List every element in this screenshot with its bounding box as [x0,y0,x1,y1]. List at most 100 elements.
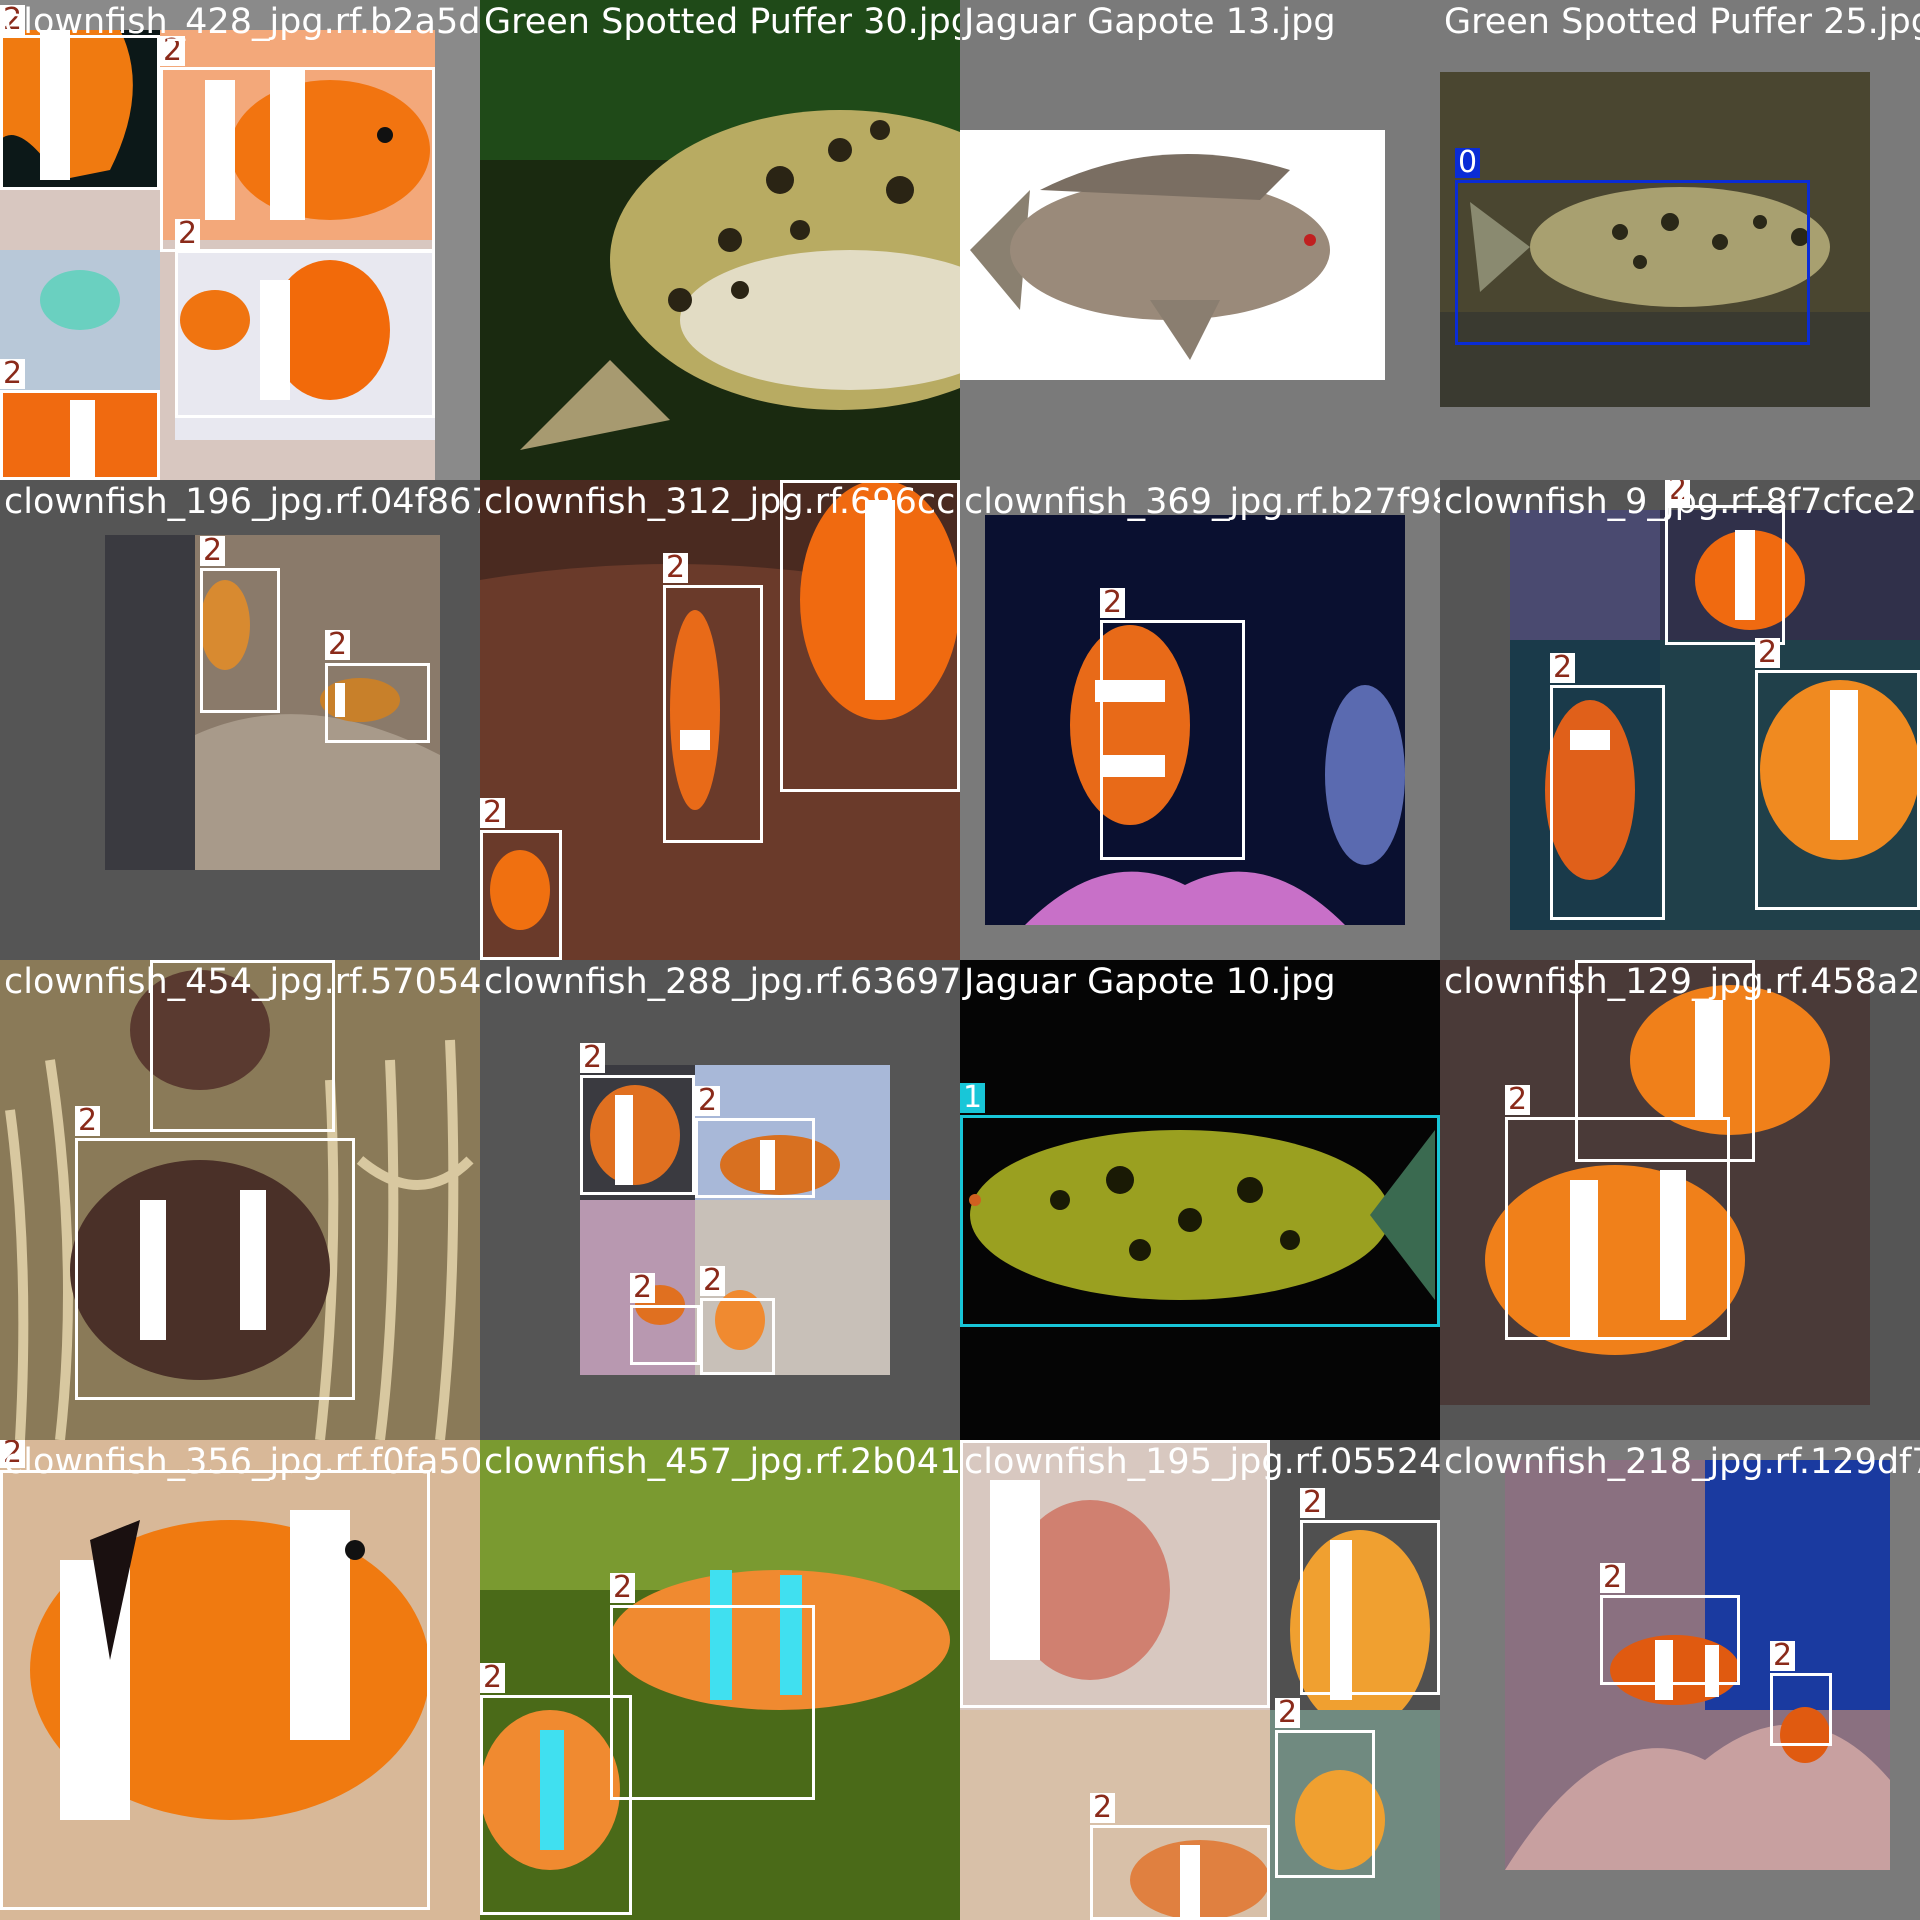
tile-4: 0 Green Spotted Puffer 25.jpg [1440,0,1920,480]
filename-label: clownfish_196_jpg.rf.04f867f3334bf5f7031… [4,482,480,522]
bbox-class2 [1575,960,1755,1162]
bbox-class2 [150,960,335,1132]
bbox-class2 [1665,505,1785,645]
tile-2: Green Spotted Puffer 30.jpg [480,0,960,480]
bbox-class2 [480,1695,632,1915]
class-label: 1 [960,1083,986,1113]
tile-13: 2 clownfish_356_jpg.rf.f0fa5047dddf604a5… [0,1440,480,1920]
tile-16: 2 2 clownfish_218_jpg.rf.129df7 [1440,1440,1920,1920]
bbox-class2 [960,1440,1270,1708]
class-label: 2 [580,1043,606,1073]
class-label: 2 [0,5,26,35]
class-label: 2 [0,359,26,389]
class-label: 2 [0,1440,26,1468]
filename-label: clownfish_218_jpg.rf.129df7 [1444,1442,1920,1482]
filename-label: Jaguar Gapote 10.jpg [964,962,1336,1002]
filename-label: clownfish_129_jpg.rf.458a2b [1444,962,1920,1002]
bbox-class2 [1550,685,1665,920]
bbox-class2 [0,1470,430,1910]
filename-label: Green Spotted Puffer 30.jpg [484,2,960,42]
bbox-class1 [960,1115,1440,1327]
photo-clownfish-anemone [0,960,480,1440]
bbox-class2 [175,250,435,418]
class-label: 2 [630,1273,656,1303]
photo-clownfish-anemone [0,1440,480,1920]
photo-clownfish-collage [0,30,435,480]
tile-7: 2 clownfish_369_jpg.rf.b27f98aa1940f15ec… [960,480,1440,960]
bbox-class2 [1600,1595,1740,1685]
class-label: 0 [1455,148,1481,178]
bbox-class2 [160,67,435,252]
filename-label: clownfish_9_jpg.rf.8f7cfce2b [1444,482,1920,522]
bbox-class2 [1275,1730,1375,1878]
photo-clownfish-anemone [1440,960,1870,1405]
class-label: 2 [160,36,186,66]
filename-label: Jaguar Gapote 13.jpg [964,2,1336,42]
class-label: 2 [1505,1085,1531,1115]
bbox-class2 [700,1298,775,1375]
bbox-class2 [1505,1117,1730,1340]
filename-label: Green Spotted Puffer 25.jpg [1444,2,1920,42]
filename-label: clownfish_369_jpg.rf.b27f98aa1940f15ec3f… [964,482,1440,522]
bbox-class0 [1455,180,1810,345]
filename-label: clownfish_312_jpg.rf.696cc3e09966ab0df49 [484,482,960,522]
class-label: 2 [480,1663,506,1693]
class-label: 2 [610,1573,636,1603]
tile-14: 2 2 clownfish_457_jpg.rf.2b041bd548fdb39… [480,1440,960,1920]
tile-3: Jaguar Gapote 13.jpg [960,0,1440,480]
class-label: 2 [480,798,506,828]
class-label: 2 [1665,480,1691,505]
filename-label: clownfish_428_jpg.rf.b2a5d9644a03b4fb12 [4,2,480,42]
class-label: 2 [1600,1563,1626,1593]
photo-clownfish-collage [580,1065,890,1375]
class-label: 2 [1300,1488,1326,1518]
bbox-class2 [200,568,280,713]
photo-green-spotted-puffer [480,0,960,480]
class-label: 2 [325,630,351,660]
bbox-class2 [663,585,763,843]
photo-clownfish-collage [1510,510,1920,930]
tile-10: 2 2 2 2 clownfish_288_jpg.rf.6369781a291… [480,960,960,1440]
photo-jaguar-gapote [960,130,1385,380]
photo-clownfish-aquarium [1505,1460,1890,1870]
tile-15: 2 2 2 2 clownfish_195_jpg.rf.05524081c2a… [960,1440,1440,1920]
class-label: 2 [1550,653,1576,683]
class-label: 2 [175,219,201,249]
class-label: 2 [695,1086,721,1116]
class-label: 2 [1090,1793,1116,1823]
bbox-class2 [580,1075,695,1195]
bbox-class2 [1770,1673,1832,1746]
class-label: 2 [75,1106,101,1136]
tile-8: 2 2 2 clownfish_9_jpg.rf.8f7cfce2b [1440,480,1920,960]
class-label: 2 [200,536,226,566]
tile-6: 2 2 2 clownfish_312_jpg.rf.696cc3e09966a… [480,480,960,960]
tile-1: 2 2 2 2 clownfish_428_jpg.rf.b2a5d9644a0… [0,0,480,480]
tile-5: 2 2 clownfish_196_jpg.rf.04f867f3334bf5f… [0,480,480,960]
tile-11: 1 Jaguar Gapote 10.jpg [960,960,1440,1440]
filename-label: clownfish_356_jpg.rf.f0fa5047dddf604a53 [4,1442,480,1482]
bbox-class2 [630,1305,700,1365]
tile-9: 2 2 clownfish_454_jpg.rf.57054ce589fa9e0… [0,960,480,1440]
filename-label: clownfish_457_jpg.rf.2b041bd548fdb39165 [484,1442,960,1482]
photo-green-spotted-puffer [1440,72,1870,407]
filename-label: clownfish_288_jpg.rf.6369781a29104cd03 [484,962,960,1002]
class-label: 2 [663,553,689,583]
class-label: 2 [1100,588,1126,618]
bbox-class2 [480,830,562,960]
tile-12: 2 2 clownfish_129_jpg.rf.458a2b [1440,960,1920,1440]
filename-label: clownfish_454_jpg.rf.57054ce589fa9e0285 [4,962,480,1002]
bbox-class2 [1755,670,1920,910]
filename-label: clownfish_195_jpg.rf.05524081c2a4a21e8 [964,1442,1440,1482]
bbox-class2 [1100,620,1245,860]
class-label: 2 [1755,638,1781,668]
bbox-class2 [780,480,960,792]
bbox-class2 [75,1138,355,1400]
photo-clownfish-anemone [105,535,440,870]
photo-clownfish-collage [960,1440,1440,1920]
bbox-class2 [0,35,160,190]
photo-jaguar-gapote [960,960,1440,1440]
bbox-class2 [1090,1825,1270,1920]
bbox-class2 [0,390,160,480]
bbox-class2 [1300,1520,1440,1695]
